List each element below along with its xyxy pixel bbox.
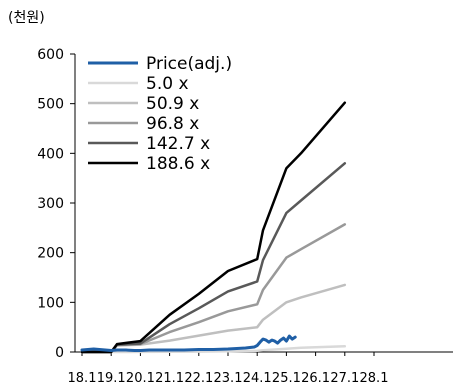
- x-tick-label: 22.1: [184, 371, 213, 386]
- unit-label: (천원): [8, 10, 45, 26]
- y-tick-label: 100: [37, 295, 64, 311]
- y-tick-label: 600: [37, 47, 64, 63]
- y-tick-label: 300: [37, 196, 64, 212]
- x-tick-label: 19.1: [97, 371, 126, 386]
- x-tick-label: 28.1: [360, 371, 389, 386]
- series-line-5: [80, 101, 347, 354]
- x-tick-label: 18.1: [68, 371, 97, 386]
- legend-label-1: 5.0 x: [146, 74, 189, 94]
- x-tick-label: 25.1: [272, 371, 301, 386]
- series-line-1: [80, 345, 347, 354]
- series-line-4: [80, 162, 347, 354]
- x-tick-label: 21.1: [155, 371, 184, 386]
- x-tick-label: 26.1: [301, 371, 330, 386]
- series-line-0: [80, 334, 297, 352]
- legend-label-0: Price(adj.): [146, 54, 232, 74]
- x-tick-label: 24.1: [243, 371, 272, 386]
- x-tick-label: 27.1: [330, 371, 359, 386]
- series-lines: [80, 101, 347, 354]
- y-tick-label: 0: [55, 345, 64, 361]
- x-tick-label: 23.1: [214, 371, 243, 386]
- legend-label-3: 96.8 x: [146, 114, 199, 134]
- y-tick-label: 400: [37, 146, 64, 162]
- y-tick-label: 200: [37, 246, 64, 262]
- legend-label-2: 50.9 x: [146, 94, 199, 114]
- legend-label-5: 188.6 x: [146, 154, 210, 174]
- y-tick-label: 500: [37, 97, 64, 113]
- series-line-2: [80, 283, 347, 354]
- legend-label-4: 142.7 x: [146, 134, 210, 154]
- x-tick-label: 20.1: [126, 371, 155, 386]
